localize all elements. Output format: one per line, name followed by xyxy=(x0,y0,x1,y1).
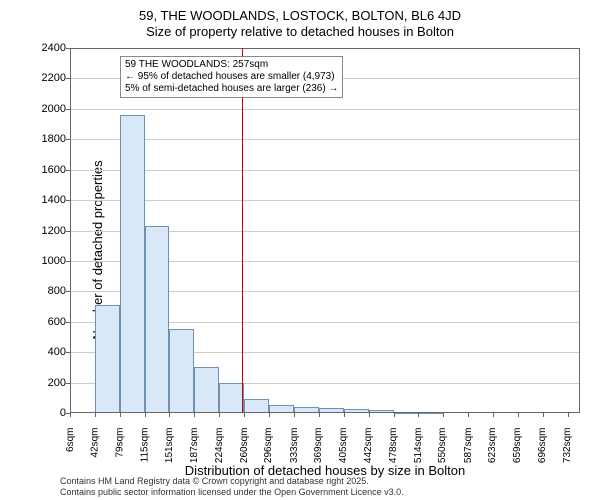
x-tick-label: 333sqm xyxy=(289,428,300,464)
chart-container: 59, THE WOODLANDS, LOSTOCK, BOLTON, BL6 … xyxy=(0,0,600,500)
x-tick-label: 260sqm xyxy=(239,428,250,464)
x-tick-label: 151sqm xyxy=(164,428,175,464)
x-tick xyxy=(369,413,370,417)
x-tick xyxy=(468,413,469,417)
y-tick xyxy=(66,139,70,140)
x-tick xyxy=(70,413,71,417)
x-tick xyxy=(344,413,345,417)
y-tick xyxy=(66,291,70,292)
x-tick-label: 369sqm xyxy=(313,428,324,464)
y-tick xyxy=(66,261,70,262)
x-tick xyxy=(394,413,395,417)
y-tick-label: 600 xyxy=(48,316,66,328)
x-tick xyxy=(219,413,220,417)
x-tick xyxy=(493,413,494,417)
x-tick xyxy=(95,413,96,417)
x-tick-label: 6sqm xyxy=(65,428,76,452)
x-tick-label: 514sqm xyxy=(413,428,424,464)
x-tick xyxy=(169,413,170,417)
annotation-line2: ← 95% of detached houses are smaller (4,… xyxy=(125,71,338,83)
x-tick xyxy=(120,413,121,417)
x-tick xyxy=(319,413,320,417)
x-tick xyxy=(145,413,146,417)
x-tick-label: 42sqm xyxy=(89,428,100,458)
x-tick-label: 659sqm xyxy=(512,428,523,464)
y-tick-label: 1000 xyxy=(42,255,66,267)
attribution-text: Contains HM Land Registry data © Crown c… xyxy=(60,476,404,498)
attribution-line1: Contains HM Land Registry data © Crown c… xyxy=(60,476,404,487)
x-tick-label: 587sqm xyxy=(463,428,474,464)
y-tick xyxy=(66,48,70,49)
y-tick-label: 800 xyxy=(48,285,66,297)
annotation-box: 59 THE WOODLANDS: 257sqm ← 95% of detach… xyxy=(120,56,343,98)
y-tick xyxy=(66,352,70,353)
chart-title-line1: 59, THE WOODLANDS, LOSTOCK, BOLTON, BL6 … xyxy=(0,8,600,23)
x-tick-label: 550sqm xyxy=(437,428,448,464)
reference-line xyxy=(242,48,243,413)
y-tick-label: 0 xyxy=(60,407,66,419)
y-tick-label: 1200 xyxy=(42,225,66,237)
x-tick-label: 296sqm xyxy=(263,428,274,464)
y-tick xyxy=(66,170,70,171)
x-tick-label: 115sqm xyxy=(139,428,150,463)
y-tick xyxy=(66,109,70,110)
y-tick xyxy=(66,322,70,323)
x-tick-label: 696sqm xyxy=(537,428,548,464)
x-tick xyxy=(418,413,419,417)
x-tick xyxy=(543,413,544,417)
y-tick-label: 200 xyxy=(48,377,66,389)
x-tick-label: 224sqm xyxy=(214,428,225,464)
y-tick-label: 1800 xyxy=(42,133,66,145)
x-tick-label: 442sqm xyxy=(363,428,374,464)
attribution-line2: Contains public sector information licen… xyxy=(60,487,404,498)
chart-title-line2: Size of property relative to detached ho… xyxy=(0,24,600,39)
plot-area xyxy=(70,48,580,413)
x-tick-label: 405sqm xyxy=(338,428,349,464)
x-tick xyxy=(244,413,245,417)
x-tick-label: 732sqm xyxy=(562,428,573,464)
y-tick-label: 2400 xyxy=(42,42,66,54)
y-tick xyxy=(66,78,70,79)
x-tick xyxy=(194,413,195,417)
x-tick xyxy=(518,413,519,417)
x-tick-label: 623sqm xyxy=(487,428,498,464)
y-tick-label: 2000 xyxy=(42,103,66,115)
y-tick-label: 400 xyxy=(48,346,66,358)
x-tick xyxy=(443,413,444,417)
y-tick-label: 1400 xyxy=(42,194,66,206)
x-tick xyxy=(294,413,295,417)
x-tick xyxy=(269,413,270,417)
x-tick-label: 79sqm xyxy=(115,428,126,458)
annotation-line1: 59 THE WOODLANDS: 257sqm xyxy=(125,59,338,71)
x-tick xyxy=(568,413,569,417)
x-tick-label: 187sqm xyxy=(189,428,200,464)
y-tick-label: 1600 xyxy=(42,164,66,176)
y-tick xyxy=(66,383,70,384)
y-tick xyxy=(66,231,70,232)
y-tick-label: 2200 xyxy=(42,72,66,84)
y-tick xyxy=(66,200,70,201)
annotation-line3: 5% of semi-detached houses are larger (2… xyxy=(125,83,338,95)
x-tick-label: 478sqm xyxy=(388,428,399,464)
